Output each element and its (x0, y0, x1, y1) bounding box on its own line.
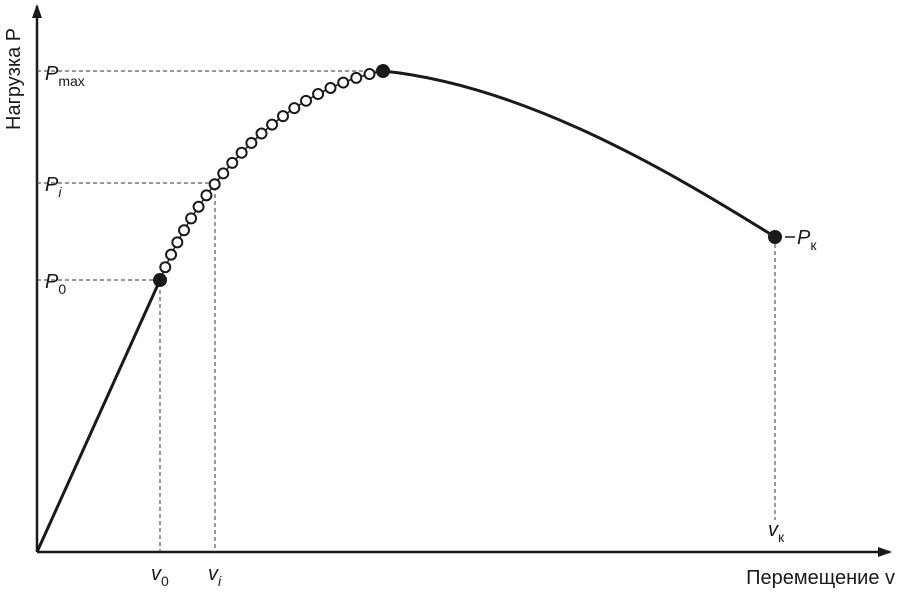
ring-marker (226, 156, 239, 169)
subscript: 0 (58, 281, 66, 297)
symbol: P (797, 227, 811, 249)
ring-marker (337, 76, 350, 89)
symbol: P (45, 174, 59, 196)
softening-segment (382, 69, 776, 239)
y-axis-label: Нагрузка P (3, 28, 25, 130)
ring-marker (178, 224, 191, 237)
label-pmax: Pmax (45, 63, 85, 89)
elastic-segment (35, 279, 162, 553)
ring-marker (266, 118, 279, 131)
ring-marker (288, 102, 301, 115)
hardening-segment (159, 70, 384, 281)
ring-marker (300, 94, 313, 107)
label-vi: vi (208, 563, 222, 589)
ring-marker (312, 88, 325, 101)
subscript: к (778, 529, 785, 545)
symbol: v (151, 563, 162, 585)
ring-marker (363, 68, 376, 81)
ring-markers (159, 68, 376, 274)
subscript: 0 (161, 573, 169, 589)
label-pk: Pк (797, 227, 817, 253)
ring-marker (277, 110, 290, 123)
point-p0 (153, 273, 167, 287)
ring-marker (324, 81, 337, 94)
ring-marker (235, 146, 248, 159)
subscript: i (218, 573, 222, 589)
ring-marker (200, 189, 213, 202)
subscript: max (58, 73, 84, 89)
ring-marker (171, 236, 184, 249)
ring-marker (192, 200, 205, 213)
ring-marker (159, 261, 172, 274)
ring-marker (217, 167, 230, 180)
label-pi: Pi (45, 174, 62, 200)
ring-marker (350, 71, 363, 84)
label-v0: v0 (151, 563, 169, 589)
ring-marker (245, 136, 258, 149)
point-pmax (376, 64, 390, 78)
symbol: v (768, 519, 779, 541)
subscript: i (58, 184, 62, 200)
ring-marker (208, 178, 221, 191)
ring-marker (255, 127, 268, 140)
point-pk (768, 230, 782, 244)
x-axis-label: Перемещение v (746, 567, 895, 589)
guide-line (37, 182, 216, 552)
ring-marker (165, 248, 178, 261)
symbol: P (45, 271, 59, 293)
ring-marker (185, 212, 198, 225)
subscript: к (810, 237, 817, 253)
symbol: P (45, 63, 59, 85)
symbol: v (208, 563, 219, 585)
label-p0: P0 (45, 271, 66, 297)
label-vk: vк (768, 519, 785, 545)
